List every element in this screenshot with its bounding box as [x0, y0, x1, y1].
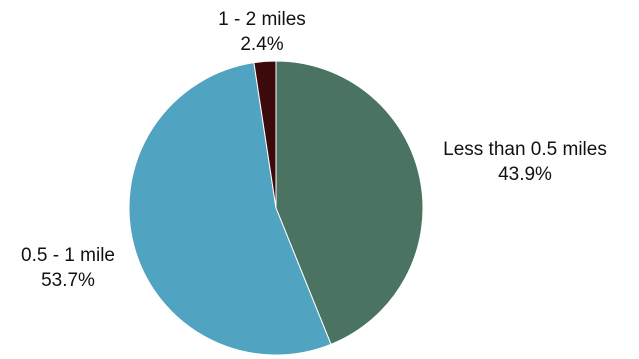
slice-label-value: 53.7% [41, 270, 95, 291]
slice-label-name: 1 - 2 miles [218, 9, 306, 30]
slice-one-to-two-miles [253, 60, 277, 209]
slice-label-name: 0.5 - 1 mile [21, 245, 115, 266]
slice-label-value: 2.4% [240, 34, 283, 55]
pie-slices [128, 60, 424, 356]
slice-label-half-to-one-mile: 0.5 - 1 mile 53.7% [21, 245, 115, 291]
slice-less-than-half-mile [275, 60, 424, 345]
slice-half-to-one-mile [128, 62, 332, 356]
slice-label-value: 43.9% [498, 164, 552, 185]
slice-label-less-than-half-mile: Less than 0.5 miles 43.9% [443, 139, 607, 185]
slice-label-name: Less than 0.5 miles [443, 139, 607, 160]
slice-label-one-to-two-miles: 1 - 2 miles 2.4% [218, 9, 306, 55]
